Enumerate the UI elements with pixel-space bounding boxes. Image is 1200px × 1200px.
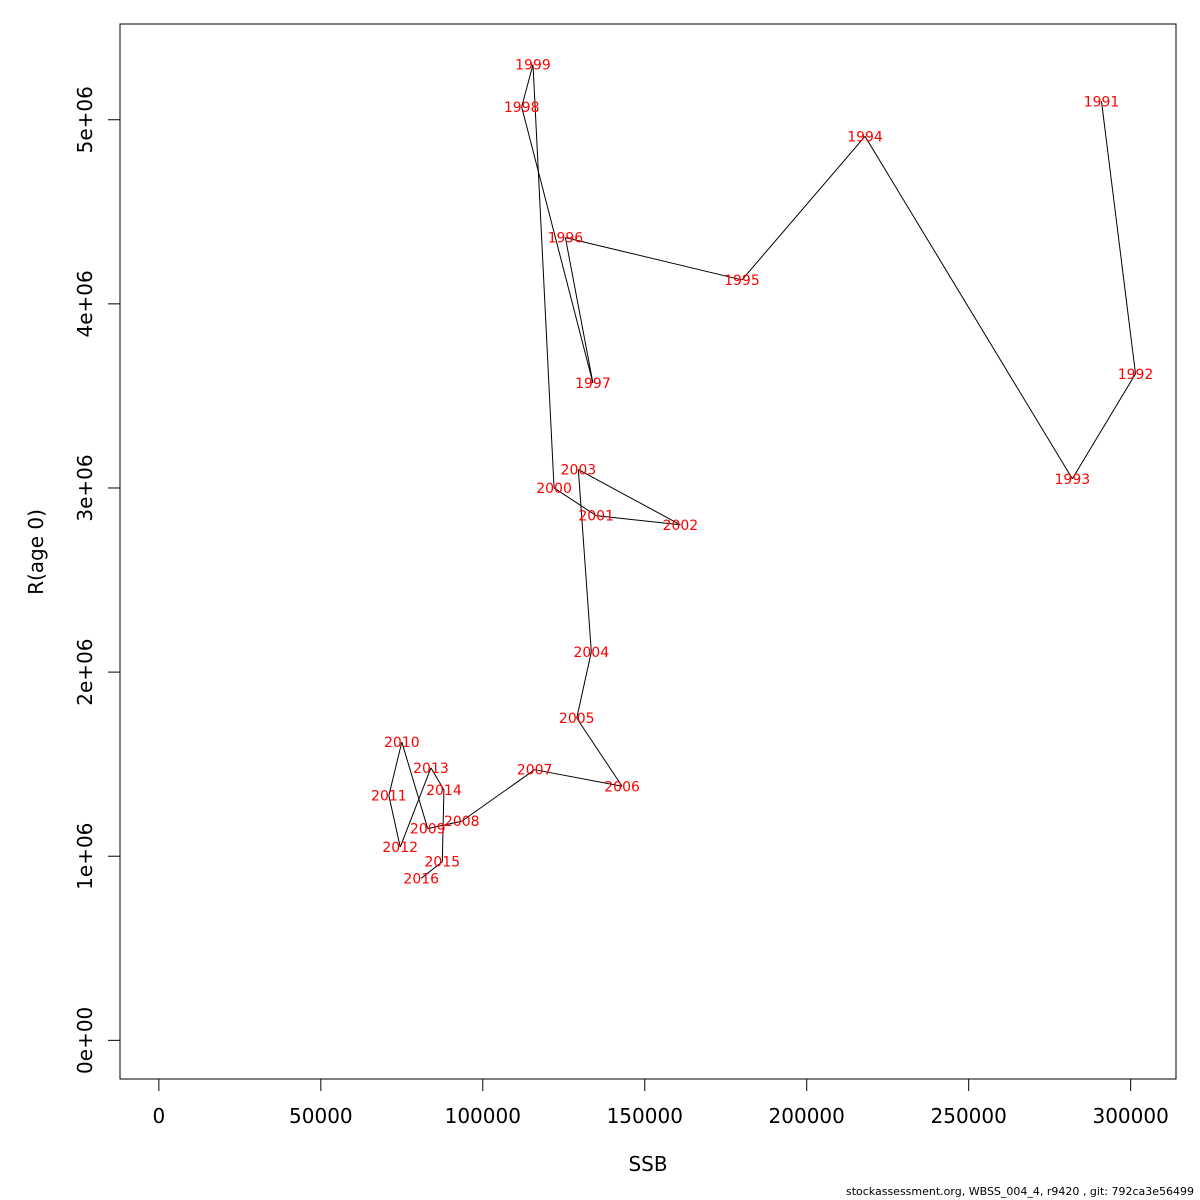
- trajectory-segment: [388, 795, 401, 848]
- trajectory-segment: [576, 651, 592, 719]
- x-tick-label: 250000: [931, 1104, 1007, 1128]
- trajectory-segment: [388, 741, 403, 796]
- x-axis: 0 50000 100000 150000 200000 250000 300000: [153, 1078, 1169, 1128]
- y-axis: 0e+00 1e+06 2e+06 3e+06 4e+06 5e+06: [73, 86, 121, 1074]
- year-label: 1994: [847, 129, 883, 145]
- footer-note: stockassessment.org, WBSS_004_4, r9420 ,…: [845, 1185, 1194, 1198]
- y-tick-label: 4e+06: [73, 270, 97, 337]
- y-tick-label: 2e+06: [73, 638, 97, 705]
- year-label: 2002: [663, 518, 699, 534]
- x-axis-title: SSB: [628, 1152, 667, 1176]
- year-label: 2005: [559, 711, 595, 727]
- year-label: 2014: [426, 783, 462, 799]
- trajectory-segment: [399, 767, 432, 848]
- year-label: 2011: [371, 788, 407, 804]
- trajectory-segment: [578, 469, 681, 526]
- year-label: 2015: [424, 855, 460, 871]
- year-label: 2000: [536, 481, 572, 497]
- trajectory-segment: [420, 861, 443, 879]
- x-tick-label: 300000: [1092, 1104, 1168, 1128]
- year-label: 2008: [444, 814, 480, 830]
- year-label: 2004: [573, 645, 609, 661]
- year-label: 2010: [384, 735, 420, 751]
- year-label: 1996: [548, 231, 584, 247]
- trajectory-segment: [430, 767, 445, 791]
- year-label: 2013: [413, 761, 449, 777]
- year-labels: 1991 1992 1993 1994 1995 1996 1997 1998 1999 2000…: [371, 58, 1153, 888]
- plot-frame: [119, 23, 1177, 1080]
- trajectory-segment: [427, 820, 462, 830]
- year-label: 2001: [578, 509, 614, 525]
- x-tick-label: 50000: [289, 1104, 353, 1128]
- trajectory-segment: [401, 741, 429, 829]
- year-label: 2016: [403, 871, 439, 887]
- year-label: 2007: [517, 763, 553, 779]
- trajectory-segment: [441, 789, 445, 862]
- year-label: 1999: [515, 58, 551, 74]
- trajectory-segment: [741, 135, 866, 281]
- year-label: 1997: [575, 376, 611, 392]
- year-label: 1992: [1118, 367, 1154, 383]
- year-label: 2006: [604, 779, 640, 795]
- trajectory-segment: [461, 769, 535, 822]
- year-label: 1998: [504, 100, 540, 116]
- trajectory-series: [388, 64, 1137, 879]
- year-label: 1991: [1084, 94, 1120, 110]
- trajectory-segment: [532, 64, 555, 489]
- x-tick-label: 100000: [445, 1104, 521, 1128]
- y-tick-label: 5e+06: [73, 86, 97, 153]
- trajectory-segment: [534, 769, 623, 787]
- trajectory-segment: [1071, 373, 1136, 480]
- trajectory-segment: [1101, 101, 1137, 374]
- x-tick-label: 150000: [607, 1104, 683, 1128]
- year-label: 2012: [382, 840, 418, 856]
- trajectory-segment: [576, 717, 623, 787]
- y-tick-label: 0e+00: [73, 1007, 97, 1074]
- x-tick-label: 0: [153, 1104, 166, 1128]
- year-label: 2009: [410, 822, 446, 838]
- trajectory-segment: [577, 469, 592, 652]
- trajectory-segment: [596, 515, 681, 526]
- trajectory-segment: [564, 237, 594, 384]
- trajectory-segment: [565, 237, 743, 281]
- y-axis-title: R(age 0): [24, 509, 48, 595]
- y-tick-label: 3e+06: [73, 454, 97, 521]
- y-tick-label: 1e+06: [73, 823, 97, 890]
- x-tick-label: 200000: [769, 1104, 845, 1128]
- trajectory-segment: [521, 106, 594, 384]
- trajectory-segment: [864, 136, 1073, 480]
- trajectory-segment: [553, 487, 597, 517]
- year-label: 2003: [561, 463, 597, 479]
- trajectory-segment: [521, 64, 534, 107]
- year-label: 1995: [724, 273, 760, 289]
- year-label: 1993: [1055, 472, 1091, 488]
